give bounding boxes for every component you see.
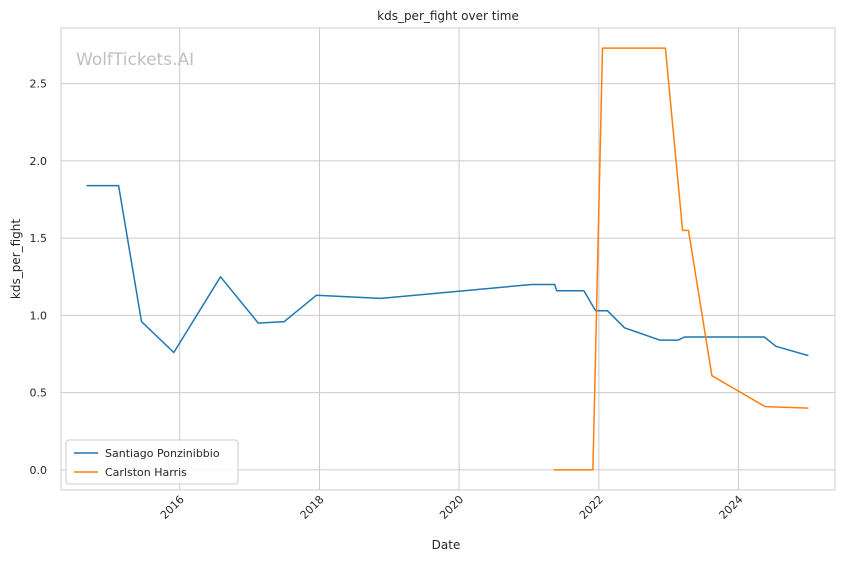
- y-tick-label: 0.5: [30, 387, 48, 400]
- plot-frame: [60, 27, 836, 491]
- series-group: [86, 47, 809, 471]
- plot-background: [61, 28, 835, 490]
- watermark: WolfTickets.AI: [76, 50, 194, 70]
- y-axis-title: kds_per_fight: [9, 219, 23, 300]
- x-tick-label: 2024: [717, 493, 746, 522]
- series-line-santiago: [86, 184, 809, 357]
- legend-box: [65, 439, 239, 485]
- y-tick-label: 2.0: [30, 155, 48, 168]
- chart-title: kds_per_fight over time: [377, 9, 519, 23]
- x-tick-label: 2018: [298, 493, 327, 522]
- y-axis-ticks: 0.0 0.5 1.0 1.5 2.0 2.5: [30, 78, 48, 477]
- y-tick-label: 1.5: [30, 232, 48, 245]
- x-tick-label: 2016: [158, 493, 187, 522]
- y-tick-label: 2.5: [30, 78, 48, 91]
- x-axis-ticks: 2016 2018 2020 2022 2024: [158, 493, 746, 522]
- legend-label-carlston: Carlston Harris: [105, 466, 187, 479]
- legend-label-santiago: Santiago Ponzinibbio: [105, 447, 220, 460]
- x-tick-label: 2022: [577, 493, 606, 522]
- y-tick-label: 0.0: [30, 464, 48, 477]
- legend: Santiago Ponzinibbio Carlston Harris: [65, 439, 239, 485]
- x-axis-title: Date: [432, 538, 461, 552]
- x-tick-label: 2020: [437, 493, 466, 522]
- y-tick-label: 1.0: [30, 309, 48, 322]
- series-line-carlston: [553, 47, 809, 471]
